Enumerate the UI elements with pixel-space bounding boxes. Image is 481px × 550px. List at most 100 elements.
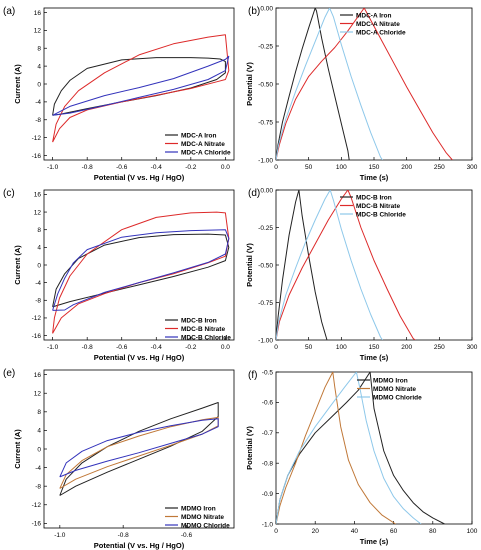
x-tick-label: -0.6 [181, 532, 193, 539]
x-tick-label: 200 [401, 344, 412, 351]
y-tick-label: -12 [32, 135, 42, 142]
x-axis-label: Potential (V vs. Hg / HgO) [94, 541, 185, 550]
x-tick-label: 50 [305, 344, 313, 351]
legend-label: MDMO Nitrate [373, 386, 416, 393]
panel-label: (e) [3, 368, 15, 379]
x-tick-label: 250 [434, 344, 445, 351]
y-tick-label: -0.5 [262, 369, 274, 376]
y-tick-label: 8 [37, 227, 41, 234]
x-tick-label: 150 [369, 164, 380, 171]
series-line-3 [276, 190, 383, 340]
series-line-1 [59, 402, 219, 496]
panel-a: (a) -1.0 -0.8 -0.6 -0.4 -0.2 0.0 -16 -12 -8 -4 0 4 8 1… [3, 6, 235, 182]
y-tick-label: -0.25 [258, 43, 273, 50]
panel-label: (a) [3, 6, 15, 17]
series-line-3 [276, 8, 383, 160]
y-tick-label: -0.50 [258, 81, 273, 88]
legend-label: MDC-A Nitrate [181, 141, 225, 148]
legend-label: MDMO Chloride [181, 522, 230, 529]
x-tick-label: -0.2 [185, 344, 197, 351]
panel-b: (b) 0 50 100 150 200 250 300 -1.00 -0.75 -0.50 -0.2… [245, 5, 478, 182]
series-line-2 [276, 190, 416, 340]
x-tick-label: 0 [274, 344, 278, 351]
x-tick-label: 20 [312, 528, 320, 535]
x-tick-label: -1.0 [47, 344, 59, 351]
y-tick-label: -8 [35, 117, 41, 124]
panel-label: (c) [3, 188, 15, 199]
y-tick-label: 4 [37, 63, 41, 70]
legend-label: MDC-A Nitrate [356, 21, 400, 28]
x-tick-label: 200 [401, 164, 412, 171]
y-tick-label: -16 [32, 333, 42, 340]
x-tick-label: 100 [336, 164, 347, 171]
y-tick-label: -0.75 [258, 300, 273, 307]
y-tick-label: 0.00 [260, 5, 273, 12]
x-tick-label: 40 [351, 528, 359, 535]
legend-label: MDC-B Nitrate [356, 203, 400, 210]
series-line-2 [276, 372, 396, 524]
x-tick-label: -0.8 [82, 344, 94, 351]
legend-label: MDC-B Nitrate [181, 326, 225, 333]
series-line-3 [52, 229, 230, 311]
panel-e: (e) -1.0 -0.8 -0.6 -16 -12 -8 -4 0 4 8 12 16 Potentia… [3, 368, 235, 550]
y-axis-label: Current (A) [13, 429, 22, 469]
y-tick-label: -12 [32, 315, 42, 322]
x-axis-label: Potential (V vs. Hg / HgO) [94, 173, 185, 182]
series-line-3 [52, 55, 230, 116]
series-line-1 [276, 372, 445, 524]
y-tick-label: -4 [35, 465, 41, 472]
y-tick-label: 8 [37, 409, 41, 416]
series-line-1 [276, 190, 328, 340]
y-tick-label: 4 [37, 428, 41, 435]
legend-label: MDMO Nitrate [181, 514, 224, 521]
x-tick-label: 0.0 [221, 344, 230, 351]
y-axis-label: Current (A) [13, 245, 22, 285]
x-tick-label: -1.0 [54, 532, 66, 539]
legend-label: MDMO Chloride [373, 394, 422, 401]
x-tick-label: 80 [429, 528, 437, 535]
y-axis-label: Potential (V) [245, 62, 254, 106]
x-tick-label: 300 [467, 344, 478, 351]
panel-f: (f) 0 20 40 60 80 100 -1.0 -0.9 -0.8 -0.7 -0.6 -0.5 T… [245, 369, 478, 546]
x-tick-label: 0.0 [221, 164, 230, 171]
y-tick-label: -8 [35, 298, 41, 305]
plot-frame [275, 371, 473, 525]
legend-label: MDC-A Iron [181, 132, 217, 139]
legend-label: MDC-A Chloride [181, 149, 231, 156]
y-tick-label: 0 [37, 81, 41, 88]
y-tick-label: -8 [35, 483, 41, 490]
x-axis-label: Time (s) [360, 353, 389, 362]
panel-label: (f) [248, 370, 257, 381]
y-tick-label: -0.50 [258, 262, 273, 269]
y-axis-label: Potential (V) [245, 243, 254, 287]
legend-label: MDMO Iron [181, 505, 216, 512]
y-tick-label: -0.8 [262, 461, 274, 468]
x-tick-label: 0 [274, 164, 278, 171]
series-line-2 [52, 34, 230, 143]
y-tick-label: 0 [37, 446, 41, 453]
x-tick-label: 250 [434, 164, 445, 171]
x-tick-label: 150 [369, 344, 380, 351]
legend-label: MDMO Iron [373, 377, 408, 384]
y-tick-label: -1.00 [258, 337, 273, 344]
x-axis-label: Potential (V vs. Hg / HgO) [94, 353, 185, 362]
y-tick-label: 16 [34, 10, 42, 17]
y-axis-label: Current (A) [13, 64, 22, 104]
series-line-2 [276, 8, 453, 160]
panel-label: (d) [248, 188, 260, 199]
x-axis-label: Time (s) [360, 537, 389, 546]
series-line-2 [59, 416, 219, 489]
y-tick-label: 12 [34, 391, 42, 398]
y-axis-label: Potential (V) [245, 426, 254, 470]
legend-label: MDC-A Chloride [356, 29, 406, 36]
y-tick-label: -4 [35, 280, 41, 287]
y-tick-label: 0 [37, 262, 41, 269]
legend-label: MDC-B Chloride [181, 334, 231, 341]
y-tick-label: -0.9 [262, 491, 274, 498]
legend-label: MDC-B Chloride [356, 211, 406, 218]
y-tick-label: 12 [34, 28, 42, 35]
x-tick-label: 60 [390, 528, 398, 535]
y-tick-label: 16 [34, 372, 42, 379]
